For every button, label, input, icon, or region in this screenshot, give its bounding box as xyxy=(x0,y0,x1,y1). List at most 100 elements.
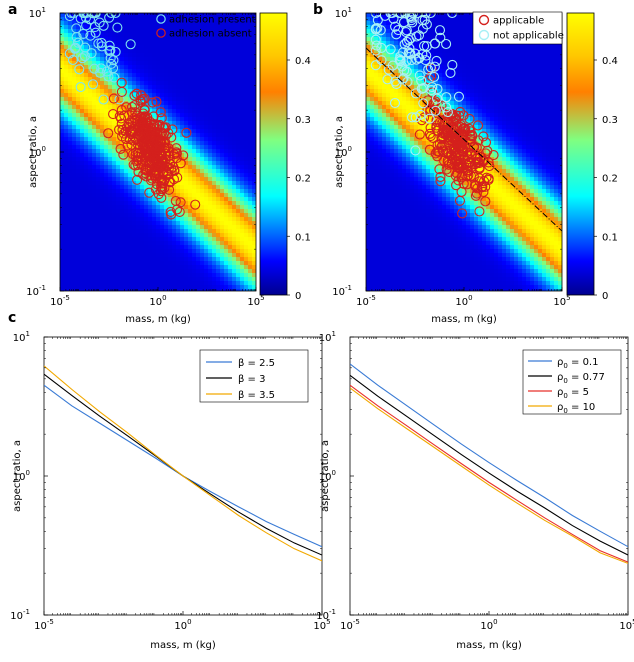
heatmap-cell xyxy=(184,165,189,170)
heatmap-cell xyxy=(212,141,217,146)
heatmap-cell xyxy=(220,265,225,270)
heatmap-cell xyxy=(422,53,427,58)
heatmap-cell xyxy=(180,181,185,186)
heatmap-cell xyxy=(220,201,225,206)
heatmap-cell xyxy=(232,241,237,246)
heatmap-cell xyxy=(204,173,209,178)
heatmap-cell xyxy=(164,265,169,270)
heatmap-cell xyxy=(232,261,237,266)
heatmap-cell xyxy=(208,77,213,82)
heatmap-cell xyxy=(104,97,109,102)
heatmap-cell xyxy=(510,85,515,90)
heatmap-cell xyxy=(172,65,177,70)
heatmap-cell xyxy=(450,53,455,58)
heatmap-cell xyxy=(240,17,245,22)
heatmap-cell xyxy=(224,77,229,82)
heatmap-cell xyxy=(498,85,503,90)
heatmap-cell xyxy=(148,277,153,282)
heatmap-cell xyxy=(68,261,73,266)
heatmap-cell xyxy=(546,61,551,66)
heatmap-cell xyxy=(172,201,177,206)
heatmap-cell xyxy=(76,241,81,246)
heatmap-cell xyxy=(220,269,225,274)
heatmap-cell xyxy=(248,173,253,178)
heatmap-cell xyxy=(180,101,185,106)
heatmap-cell xyxy=(176,97,181,102)
heatmap-cell xyxy=(224,45,229,50)
heatmap-cell xyxy=(172,141,177,146)
heatmap-cell xyxy=(220,109,225,114)
heatmap-cell xyxy=(88,237,93,242)
heatmap-cell xyxy=(216,269,221,274)
heatmap-cell xyxy=(204,157,209,162)
scatter-point xyxy=(138,114,149,125)
heatmap-cell xyxy=(430,77,435,82)
heatmap-cell xyxy=(176,33,181,38)
heatmap-cell xyxy=(172,145,177,150)
heatmap-cell xyxy=(176,217,181,222)
heatmap-cell xyxy=(176,229,181,234)
heatmap-cell xyxy=(144,13,149,18)
heatmap-cell xyxy=(176,89,181,94)
heatmap-cell xyxy=(60,289,65,291)
heatmap-cell xyxy=(236,57,241,62)
heatmap-cell xyxy=(192,109,197,114)
heatmap-cell xyxy=(510,49,515,54)
heatmap-cell xyxy=(370,57,375,62)
heatmap-cell xyxy=(252,93,256,98)
heatmap-cell xyxy=(140,77,145,82)
heatmap-cell xyxy=(474,57,479,62)
heatmap-cell xyxy=(458,69,463,74)
heatmap-cell xyxy=(108,89,113,94)
heatmap-cell xyxy=(200,13,205,18)
heatmap-cell xyxy=(482,65,487,70)
heatmap-cell xyxy=(212,129,217,134)
heatmap-cell xyxy=(546,69,551,74)
heatmap-cell xyxy=(236,165,241,170)
heatmap-cell xyxy=(64,261,69,266)
heatmap-cell xyxy=(168,21,173,26)
heatmap-cell xyxy=(204,165,209,170)
heatmap-cell xyxy=(486,53,491,58)
heatmap-cell xyxy=(240,125,245,130)
ylabel-a: aspect ratio, a xyxy=(28,116,39,188)
heatmap-cell xyxy=(152,57,157,62)
heatmap-cell xyxy=(526,65,531,70)
heatmap-cell xyxy=(462,45,467,50)
heatmap-cell xyxy=(136,289,141,291)
heatmap-cell xyxy=(76,225,81,230)
heatmap-cell xyxy=(224,233,229,238)
heatmap-cell xyxy=(200,241,205,246)
heatmap-cell xyxy=(128,281,133,286)
scatter-point xyxy=(106,13,117,19)
heatmap-cell xyxy=(458,37,463,42)
heatmap-cell xyxy=(140,205,145,210)
heatmap-cell xyxy=(530,69,535,74)
heatmap-cell xyxy=(498,81,503,86)
heatmap-cell xyxy=(200,149,205,154)
heatmap-cell xyxy=(92,181,97,186)
heatmap-cell xyxy=(148,93,153,98)
heatmap-cell xyxy=(240,45,245,50)
heatmap-cell xyxy=(76,261,81,266)
heatmap-cell xyxy=(104,149,109,154)
heatmap-cell xyxy=(168,221,173,226)
heatmap-cell xyxy=(160,229,165,234)
heatmap-cell xyxy=(542,65,547,70)
heatmap-cell xyxy=(530,49,535,54)
heatmap-cell xyxy=(188,217,193,222)
heatmap-cell xyxy=(228,277,233,282)
legend-marker-adhesion-present xyxy=(156,14,166,24)
heatmap-cell xyxy=(236,41,241,46)
heatmap-cell xyxy=(200,21,205,26)
heatmap-cell xyxy=(72,69,77,74)
heatmap-cell xyxy=(518,81,523,86)
heatmap-cell xyxy=(164,125,169,130)
heatmap-cell xyxy=(128,85,133,90)
heatmap-cell xyxy=(184,217,189,222)
heatmap-cell xyxy=(386,21,391,26)
heatmap-cell xyxy=(72,89,77,94)
scatter-point xyxy=(130,107,141,118)
heatmap-cell xyxy=(402,69,407,74)
heatmap-cell xyxy=(422,45,427,50)
